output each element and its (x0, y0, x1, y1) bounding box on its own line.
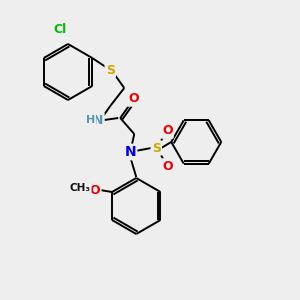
Text: N: N (93, 113, 104, 127)
Text: S: S (152, 142, 161, 154)
Text: O: O (128, 92, 139, 106)
Text: S: S (106, 64, 115, 76)
Text: O: O (162, 160, 172, 172)
Text: O: O (162, 124, 172, 137)
Text: Cl: Cl (53, 23, 67, 36)
Text: N: N (124, 145, 136, 159)
Text: O: O (90, 184, 100, 196)
Text: CH₃: CH₃ (70, 183, 91, 193)
Text: H: H (85, 115, 95, 125)
